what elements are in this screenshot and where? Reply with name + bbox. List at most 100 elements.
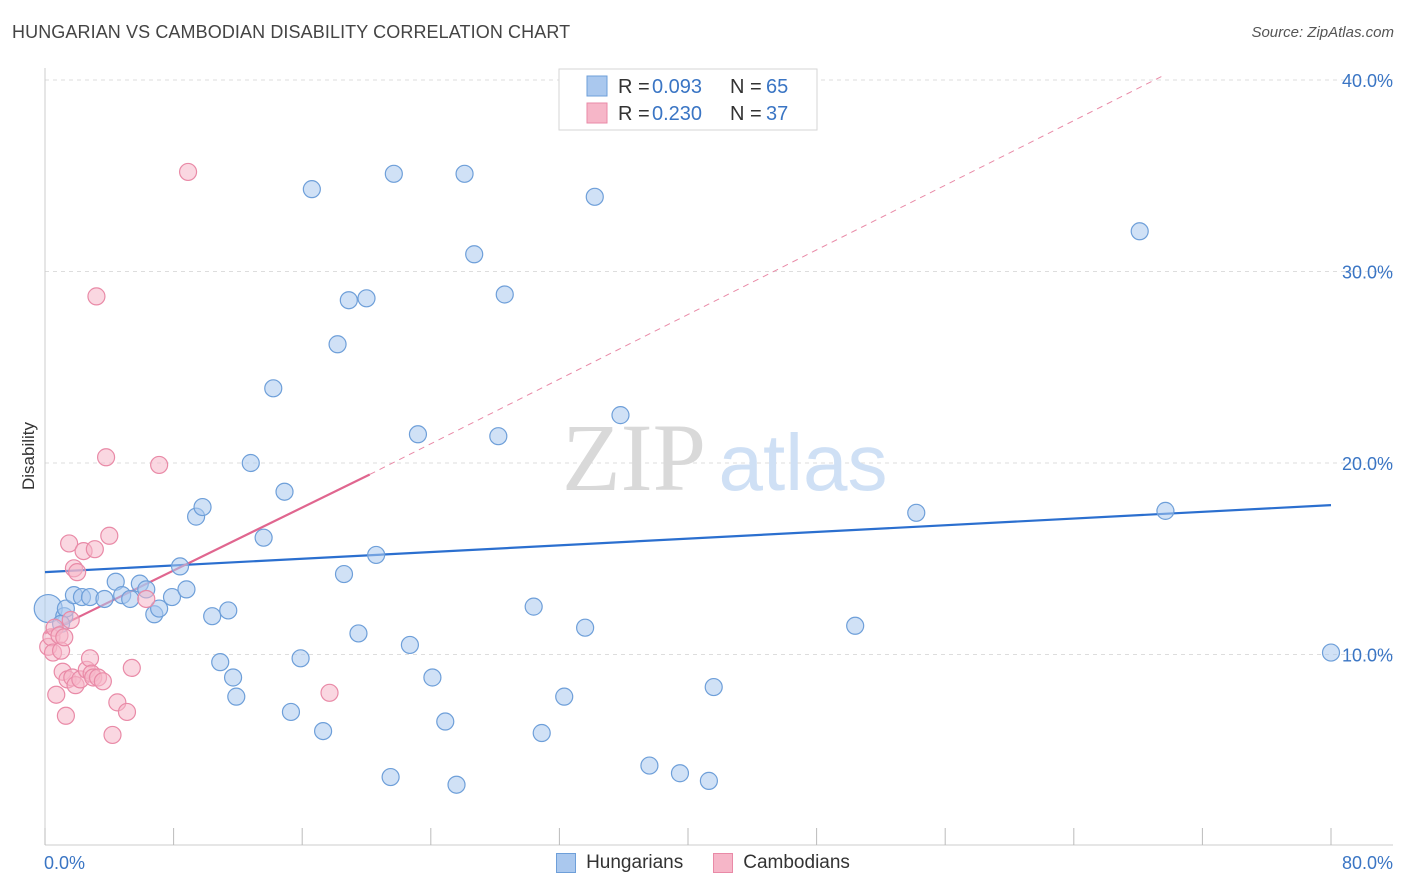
hungarians-point	[408, 425, 428, 444]
hungarians-point	[150, 599, 169, 618]
hungarians-point	[1321, 643, 1341, 662]
legend-n-value-2: 37	[766, 103, 788, 125]
cambodians-trend-line	[44, 473, 371, 635]
legend-r-label-2: R =	[618, 103, 650, 125]
tick-labels: 10.0% 20.0% 30.0% 40.0% 0.0% 80.0%	[44, 71, 1393, 873]
legend-item-hungarians: Hungarians	[556, 852, 683, 874]
cambodians-point	[100, 526, 119, 545]
legend-n-value-1: 65	[766, 76, 788, 98]
hungarians-point	[264, 379, 283, 398]
cambodians-point	[122, 658, 141, 678]
legend-n-label-2: N =	[730, 103, 762, 125]
x-tick-label-max: 80.0%	[1342, 853, 1393, 873]
hungarians-label: Hungarians	[586, 852, 684, 873]
cambodians-point	[61, 610, 80, 630]
hungarians-point	[281, 702, 301, 722]
hungarians-point	[436, 712, 455, 731]
y-tick-label: 10.0%	[1342, 646, 1393, 666]
cambodians-point	[150, 455, 169, 475]
hungarians-trend-line	[44, 504, 1332, 574]
cambodians-point	[60, 534, 79, 553]
hungarians-point	[699, 771, 718, 790]
hungarians-point	[384, 164, 403, 183]
hungarians-point	[223, 668, 243, 687]
cambodians-trend-extension	[369, 75, 1163, 475]
cambodians-point	[93, 672, 112, 691]
hungarians-point	[328, 335, 347, 354]
hungarians-point	[555, 687, 574, 706]
hungarians-point	[576, 618, 595, 637]
y-tick-label: 40.0%	[1342, 71, 1393, 91]
legend-n-label-1: N =	[730, 76, 762, 98]
hungarians-point	[219, 601, 238, 620]
hungarians-point	[532, 723, 551, 743]
hungarians-point	[177, 580, 196, 599]
hungarians-point	[313, 721, 333, 741]
cambodians-point	[320, 683, 339, 702]
hungarians-point	[465, 245, 484, 264]
hungarians-point	[400, 635, 420, 655]
hungarians-point	[170, 557, 190, 576]
legend-r-value-2: 0.230	[652, 103, 702, 125]
hungarians-point	[1156, 501, 1175, 520]
series-legend: Hungarians Cambodians	[0, 852, 1406, 874]
hungarians-point	[907, 503, 926, 522]
hungarians-point	[254, 528, 273, 547]
hungarians-point	[447, 775, 466, 794]
hungarians-point	[334, 564, 354, 584]
y-tick-label: 30.0%	[1342, 263, 1393, 283]
trend-lines	[44, 75, 1332, 635]
hungarians-point	[193, 497, 212, 517]
hungarians-point	[524, 597, 543, 616]
legend-item-cambodians: Cambodians	[713, 852, 850, 874]
cambodians-point	[68, 563, 87, 582]
legend-swatch-blue	[586, 75, 608, 97]
hungarians-point	[291, 649, 310, 668]
chart-title: HUNGARIAN VS CAMBODIAN DISABILITY CORREL…	[12, 22, 571, 42]
cambodians-swatch	[713, 853, 734, 873]
hungarians-point	[302, 180, 321, 199]
cambodians-point	[178, 162, 198, 182]
hungarians-point	[455, 164, 474, 183]
hungarians-point	[339, 291, 358, 310]
legend-r-value-1: 0.093	[652, 76, 702, 98]
grid-lines	[45, 79, 1393, 655]
cambodians-point	[137, 589, 156, 609]
cambodians-point	[47, 685, 66, 704]
y-tick-label: 20.0%	[1342, 454, 1393, 474]
cambodians-point	[117, 702, 137, 722]
cambodians-points	[39, 162, 339, 745]
cambodians-point	[96, 448, 116, 467]
hungarians-point	[211, 653, 230, 672]
legend-swatch-pink	[586, 102, 608, 124]
cambodians-point	[85, 540, 104, 559]
cambodians-point	[55, 628, 74, 647]
hungarians-point	[381, 767, 400, 787]
hungarians-point	[203, 607, 222, 626]
axes	[44, 68, 1393, 846]
cambodians-point	[103, 725, 122, 745]
hungarians-points	[33, 164, 1341, 794]
hungarians-point	[489, 427, 508, 446]
cambodians-label: Cambodians	[743, 852, 850, 873]
hungarians-point	[495, 285, 514, 304]
hungarians-point	[704, 677, 723, 697]
hungarians-point	[611, 406, 630, 425]
hungarians-point	[585, 187, 604, 206]
watermark-zip: ZIP	[562, 404, 706, 511]
hungarians-point	[670, 764, 690, 783]
x-tick-label-min: 0.0%	[44, 853, 85, 873]
hungarians-point	[367, 545, 386, 565]
hungarians-point	[95, 589, 114, 609]
watermark: ZIP atlas	[562, 404, 887, 511]
legend-r-label-1: R =	[618, 76, 650, 98]
cambodians-point	[80, 649, 100, 668]
source-label: Source: ZipAtlas.com	[1251, 24, 1394, 41]
hungarians-point	[349, 624, 368, 643]
hungarians-point	[1130, 222, 1149, 241]
hungarians-point	[162, 587, 182, 607]
cambodians-point	[87, 287, 106, 306]
hungarians-point	[357, 289, 376, 308]
correlation-legend: R = 0.093 N = 65 R = 0.230 N = 37	[558, 68, 818, 131]
